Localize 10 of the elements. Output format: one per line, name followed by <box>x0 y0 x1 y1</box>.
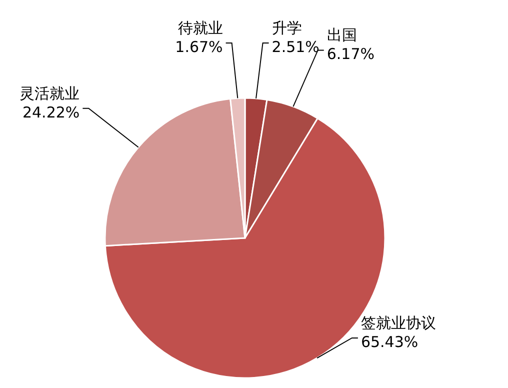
data-label: 65.43% <box>360 333 418 351</box>
data-label: 2.51% <box>272 38 320 56</box>
slice-label: 签就业协议 <box>360 314 436 332</box>
slice-label: 灵活就业 <box>20 84 80 102</box>
slice-label: 出国 <box>326 26 357 44</box>
data-label: 24.22% <box>22 103 80 122</box>
data-label: 1.67% <box>175 38 223 56</box>
data-label: 6.17% <box>326 45 375 64</box>
slice-label: 待就业 <box>178 19 223 37</box>
slice-label: 升学 <box>272 19 302 37</box>
